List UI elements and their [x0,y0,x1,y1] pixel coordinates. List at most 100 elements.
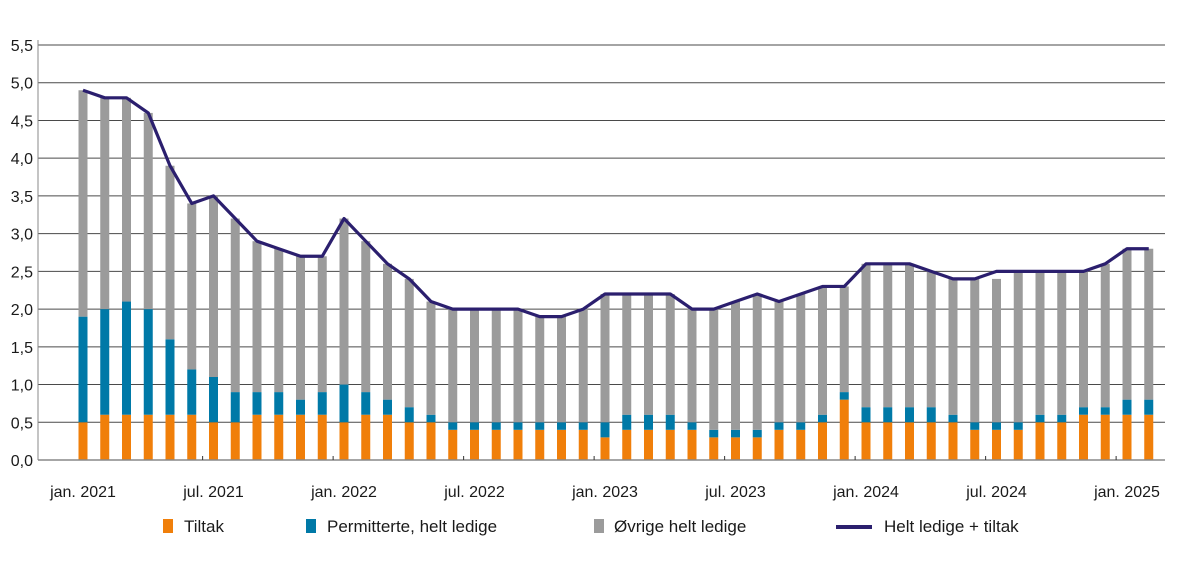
bar-tiltak [230,422,240,460]
bar-tiltak [1100,414,1110,460]
bar-ovrige [122,97,131,302]
bar-tiltak [948,422,958,460]
bar-permitterte [970,422,980,430]
bar-tiltak [296,414,305,460]
bar-tiltak [448,429,458,460]
bar-tiltak [1144,414,1154,460]
bar-ovrige [143,112,153,310]
y-tick-label: 4,5 [11,113,33,130]
bar-ovrige [165,165,175,340]
bar-permitterte [491,422,501,430]
bar-permitterte [513,422,523,430]
bar-tiltak [578,429,588,460]
bar-ovrige [905,263,914,408]
bar-permitterte [252,392,262,415]
y-tick-label: 4,0 [11,151,33,168]
bar-permitterte [992,422,1001,430]
bar-permitterte [165,339,175,415]
bar-permitterte [644,414,653,430]
bar-tiltak [839,399,849,460]
bar-ovrige [513,309,523,423]
y-tick-label: 3,5 [11,189,33,206]
bar-tiltak [252,414,262,460]
x-tick-label: jan. 2023 [571,484,638,501]
total-line [82,88,1149,319]
axes [37,40,1165,461]
y-tick-label: 1,5 [11,340,33,357]
y-tick-label: 5,5 [11,38,33,55]
bar-ovrige [404,278,414,408]
bar-tiltak [1057,422,1067,460]
bar-tiltak [731,437,740,460]
bar-tiltak [426,422,436,460]
bar-tiltak [665,429,675,460]
bar-ovrige [252,241,262,393]
bar-permitterte [1122,399,1132,415]
bar-tiltak [383,414,392,460]
bar-ovrige [970,278,980,423]
y-tick-label: 0,5 [11,415,33,432]
bar-permitterte [600,422,610,438]
bar-ovrige [622,294,632,415]
bar-permitterte [404,407,414,423]
bar-ovrige [78,90,88,317]
bar-ovrige [600,294,610,423]
y-tick-label: 1,0 [11,378,33,395]
bar-tiltak [100,414,110,460]
bar-permitterte [1057,414,1067,423]
bar-permitterte [687,422,697,430]
bar-permitterte [948,414,958,423]
bar-permitterte [230,392,240,423]
bar-tiltak [122,414,131,460]
legend-label-ovrige: Øvrige helt ledige [614,517,746,536]
bar-ovrige [426,301,436,415]
y-tick-label: 0,0 [11,453,33,470]
bar-permitterte [122,301,131,415]
x-tick-label: jul. 2024 [965,484,1027,501]
legend-swatch-tiltak [163,519,173,533]
bar-permitterte [709,429,719,438]
bar-permitterte [796,422,806,430]
y-axis-tick-labels: 0,0 0,5 1,0 1,5 2,0 2,5 3,0 3,5 4,0 4,5 5,0 5,5 [11,38,33,470]
bar-ovrige [578,309,588,423]
bar-permitterte [818,414,827,423]
bar-ovrige [491,309,501,423]
bar-ovrige [687,309,697,423]
bar-tiltak [1035,422,1045,460]
bar-ovrige [1100,263,1110,408]
x-tick-label: jul. 2021 [182,484,244,501]
bar-ovrige [383,263,392,400]
legend-item-permitterte: Permitterte, helt ledige [306,517,497,536]
bar-ovrige [709,309,719,430]
bar-permitterte [883,407,893,423]
bar-tiltak [165,414,175,460]
bar-tiltak [600,437,610,460]
legend-swatch-permitterte [306,519,316,533]
bar-ovrige [948,278,958,415]
bar-permitterte [1079,407,1088,415]
x-tick-label: jan. 2024 [832,484,899,501]
x-axis-tick-labels: jan. 2021 jul. 2021 jan. 2022 jul. 2022 jan.… [49,484,1160,501]
bar-permitterte [100,309,110,415]
y-tick-label: 2,0 [11,302,33,319]
y-tick-label: 2,5 [11,264,33,281]
bar-ovrige [339,218,349,385]
bar-permitterte [274,392,284,415]
bar-tiltak [709,437,719,460]
bar-ovrige [1144,248,1154,400]
bar-tiltak [774,429,784,460]
x-tick-label: jan. 2025 [1093,484,1160,501]
bar-permitterte [774,422,784,430]
bar-permitterte [470,422,479,430]
bar-permitterte [1013,422,1023,430]
bar-ovrige [731,301,740,430]
bar-permitterte [861,407,871,423]
bar-permitterte [296,399,305,415]
bar-permitterte [1035,414,1045,423]
line-helt-ledige-tiltak [82,88,1149,319]
bar-ovrige [992,278,1001,423]
bar-tiltak [339,422,349,460]
bar-tiltak [687,429,697,460]
legend-label-permitterte: Permitterte, helt ledige [327,517,497,536]
